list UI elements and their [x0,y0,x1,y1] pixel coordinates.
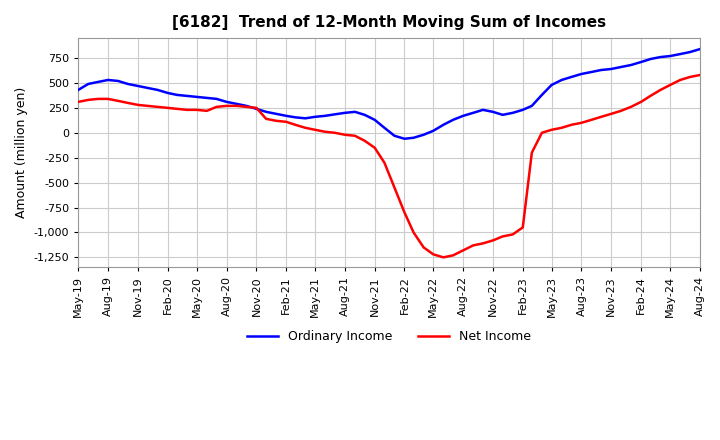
Legend: Ordinary Income, Net Income: Ordinary Income, Net Income [242,325,536,348]
Title: [6182]  Trend of 12-Month Moving Sum of Incomes: [6182] Trend of 12-Month Moving Sum of I… [172,15,606,30]
Line: Ordinary Income: Ordinary Income [78,49,700,139]
Y-axis label: Amount (million yen): Amount (million yen) [15,87,28,218]
Line: Net Income: Net Income [78,75,700,257]
